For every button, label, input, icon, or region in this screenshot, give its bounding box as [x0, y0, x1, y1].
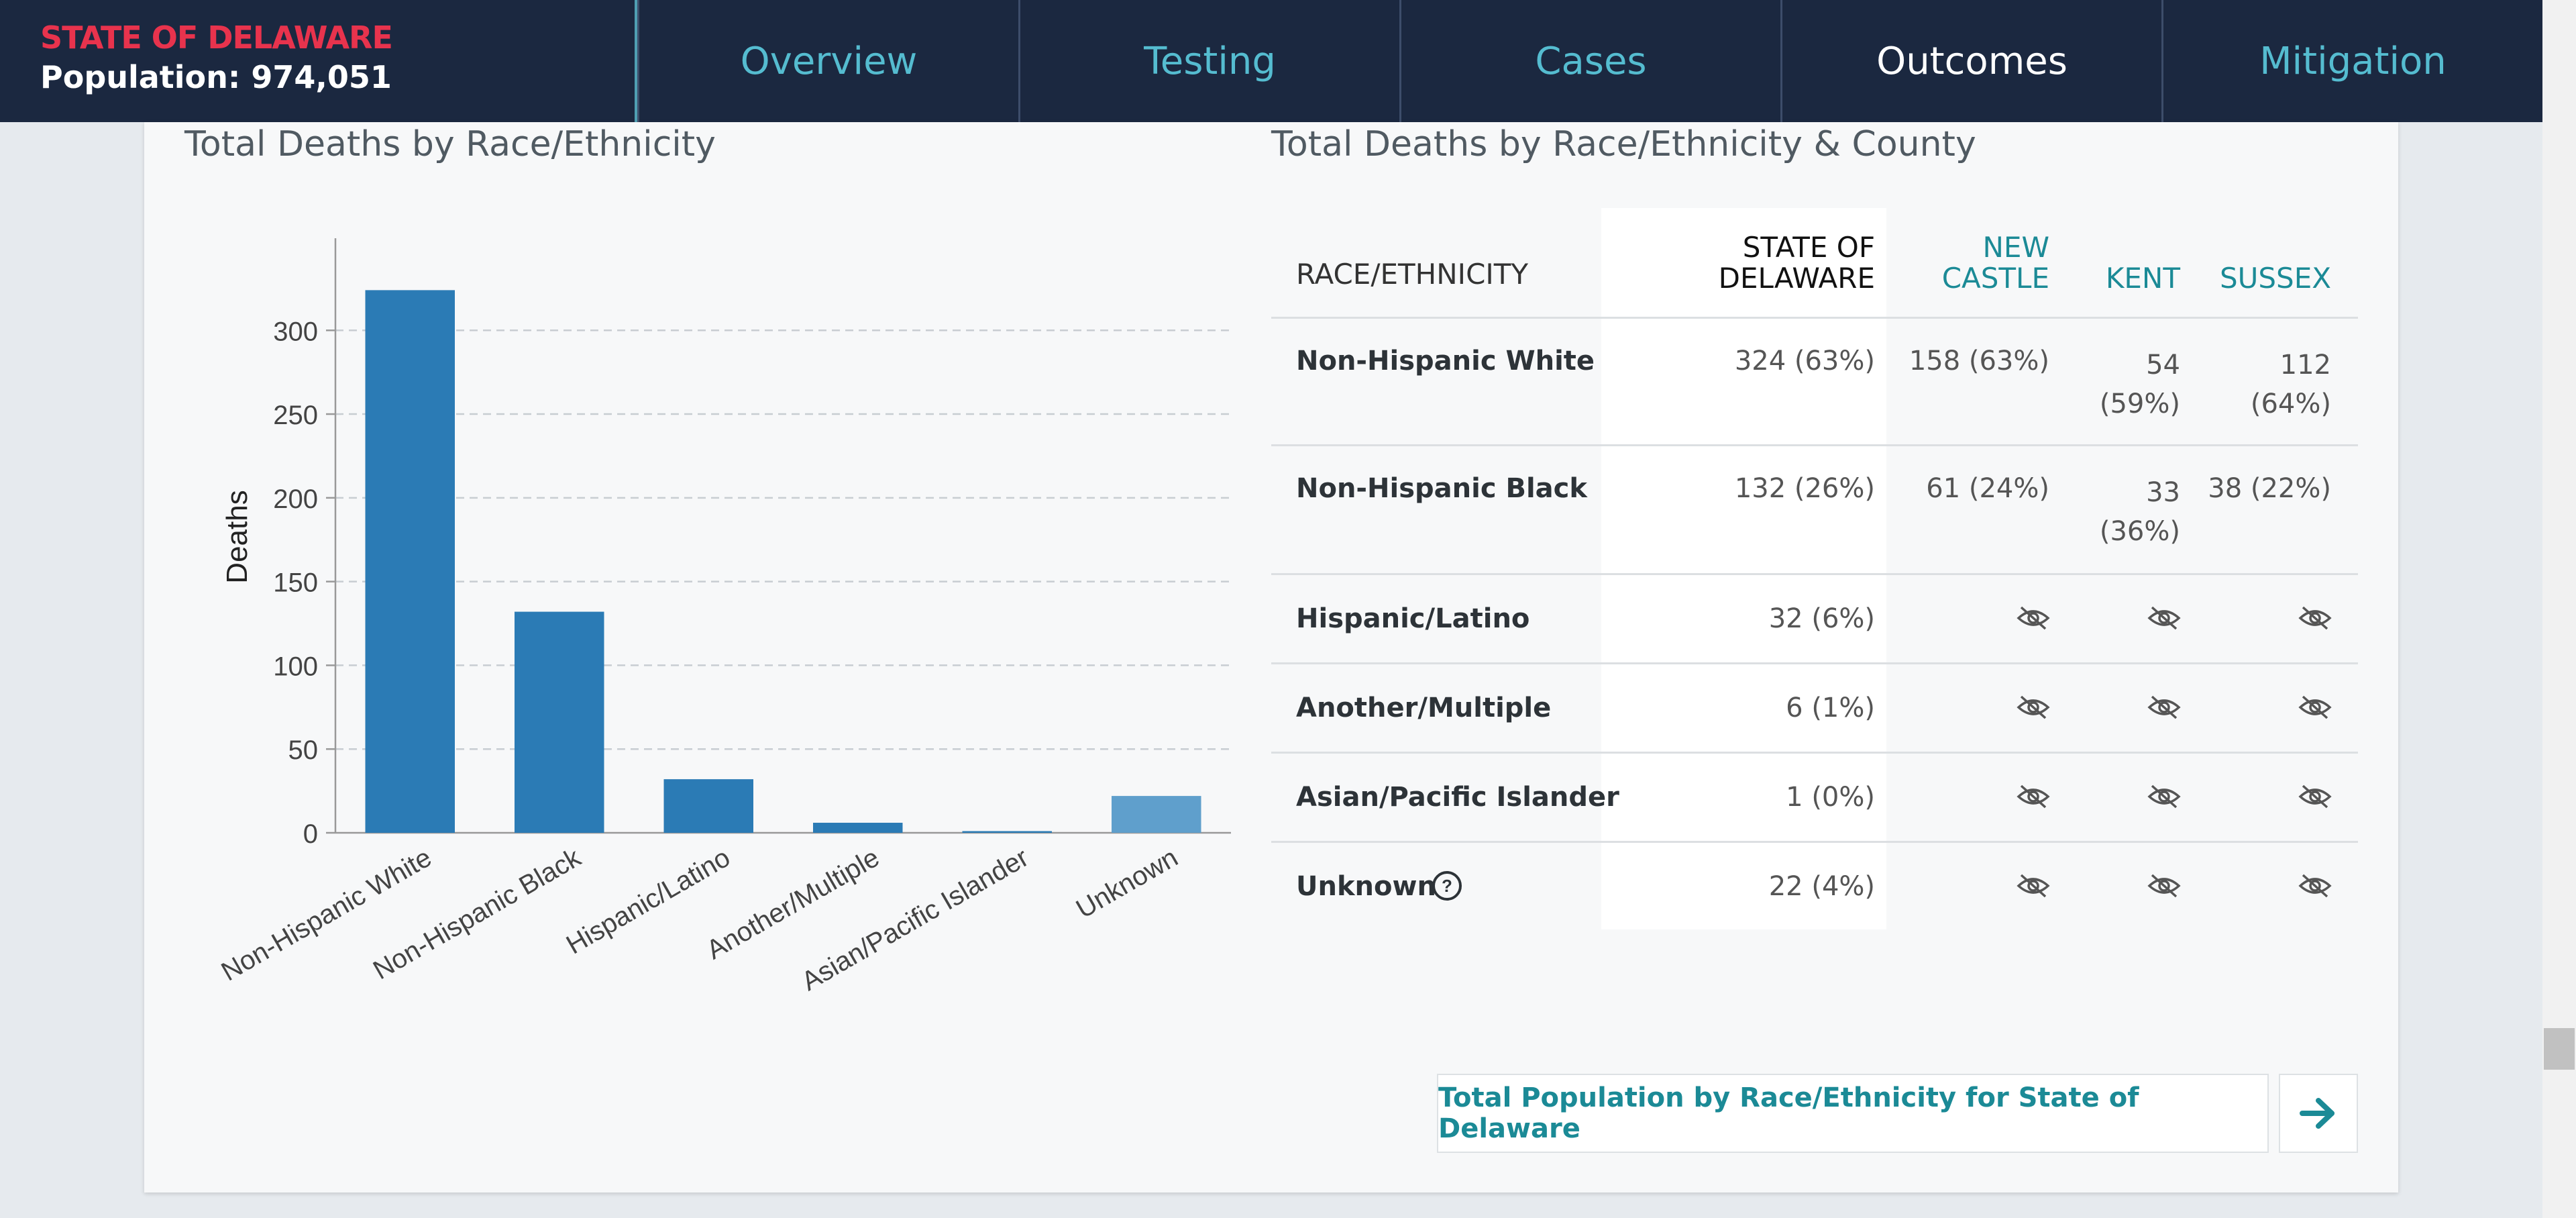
header-race: RACE/ETHNICITY [1296, 258, 1529, 291]
y-tick-label: 100 [273, 652, 318, 681]
y-tick-label: 200 [273, 485, 318, 514]
eye-slash-icon [2298, 606, 2332, 630]
y-tick-label: 0 [303, 819, 318, 849]
y-tick-label: 150 [273, 568, 318, 598]
bar [663, 779, 753, 833]
table-row: Asian/Pacific Islander 1 (0%) [1271, 754, 2358, 843]
tab-cases[interactable]: Cases [1399, 0, 1780, 122]
table-row: Hispanic/Latino 32 (6%) [1271, 575, 2358, 664]
row-nc-value: 61 (24%) [1926, 473, 2049, 504]
y-tick-label: 50 [288, 735, 319, 765]
scrollbar-thumb[interactable] [2544, 1028, 2575, 1070]
eye-slash-icon [2298, 784, 2332, 809]
table-header: RACE/ETHNICITY STATE OF DELAWARE NEW CAS… [1271, 208, 2358, 319]
kent-count: 33 [2146, 477, 2180, 508]
row-race: Hispanic/Latino [1296, 603, 1530, 634]
kent-pct: (36%) [2099, 516, 2180, 547]
eye-slash-icon [2298, 695, 2332, 719]
row-race: Non-Hispanic White [1296, 346, 1595, 376]
tab-overview[interactable]: Overview [637, 0, 1018, 122]
eye-slash-icon [2017, 784, 2050, 809]
row-race: Another/Multiple [1296, 693, 1552, 723]
eye-slash-icon [2017, 874, 2050, 898]
brand-block: STATE OF DELAWARE Population: 974,051 [0, 0, 637, 122]
scrollbar[interactable] [2542, 0, 2576, 1218]
state-column-highlight [1601, 208, 1886, 929]
bar [1112, 796, 1201, 833]
row-sussex-value: 112 (64%) [2204, 346, 2331, 423]
chart-title: Total Deaths by Race/Ethnicity [184, 124, 716, 164]
row-state-value: 324 (63%) [1734, 346, 1875, 376]
y-tick-label: 300 [273, 317, 318, 346]
eye-slash-icon [2017, 606, 2050, 630]
row-state-value: 1 (0%) [1786, 782, 1875, 813]
eye-slash-icon [2147, 784, 2181, 809]
sussex-pct: (64%) [2250, 389, 2331, 419]
svg-text:?: ? [1442, 876, 1452, 896]
row-kent-value: 54 (59%) [2076, 346, 2180, 423]
population-link-arrow-button[interactable] [2279, 1074, 2358, 1153]
row-state-value: 22 (4%) [1768, 871, 1875, 902]
bar [962, 831, 1052, 833]
top-nav: STATE OF DELAWARE Population: 974,051 Ov… [0, 0, 2542, 122]
table-row: Non-Hispanic White 324 (63%) 158 (63%) 5… [1271, 319, 2358, 446]
header-kent: KENT [2105, 262, 2180, 295]
eye-slash-icon [2017, 695, 2050, 719]
eye-slash-icon [2147, 606, 2181, 630]
table-title: Total Deaths by Race/Ethnicity & County [1271, 124, 1976, 164]
x-tick-label: Unknown [1071, 843, 1183, 924]
table-row: Non-Hispanic Black 132 (26%) 61 (24%) 33… [1271, 446, 2358, 575]
population-link-button[interactable]: Total Population by Race/Ethnicity for S… [1437, 1074, 2269, 1153]
population-text: Population: 974,051 [40, 59, 392, 95]
row-kent-value: 33 (36%) [2076, 473, 2180, 551]
question-circle-icon[interactable]: ? [1431, 870, 1463, 902]
bar [813, 823, 903, 833]
eye-slash-icon [2147, 874, 2181, 898]
y-axis-label: Deaths [221, 490, 254, 583]
row-sussex-value: 38 (22%) [2208, 473, 2331, 504]
header-sussex: SUSSEX [2219, 262, 2331, 295]
header-state-line1: STATE OF [1742, 231, 1875, 264]
row-state-value: 6 (1%) [1786, 693, 1875, 723]
header-nc-line2: CASTLE [1941, 262, 2049, 295]
header-state-line2: DELAWARE [1718, 262, 1875, 295]
eye-slash-icon [2298, 874, 2332, 898]
table-row: Another/Multiple 6 (1%) [1271, 664, 2358, 754]
row-race: Asian/Pacific Islander [1296, 782, 1619, 813]
state-name: STATE OF DELAWARE [40, 19, 393, 56]
table-row: Unknown ? 22 (4%) [1271, 843, 2358, 929]
bar [515, 611, 604, 833]
tab-mitigation[interactable]: Mitigation [2161, 0, 2542, 122]
bar [365, 290, 455, 833]
header-new-castle: NEW CASTLE [1935, 232, 2049, 294]
row-state-value: 32 (6%) [1768, 603, 1875, 634]
row-nc-value: 158 (63%) [1909, 346, 2049, 376]
eye-slash-icon [2147, 695, 2181, 719]
tab-outcomes[interactable]: Outcomes [1780, 0, 2161, 122]
row-race: Non-Hispanic Black [1296, 473, 1587, 504]
kent-count: 54 [2146, 350, 2180, 380]
tab-testing[interactable]: Testing [1018, 0, 1399, 122]
header-state: STATE OF DELAWARE [1620, 232, 1875, 294]
y-tick-label: 250 [273, 401, 318, 430]
row-race: Unknown [1296, 871, 1436, 902]
arrow-right-icon [2300, 1098, 2334, 1129]
header-nc-line1: NEW [1982, 231, 2049, 264]
kent-pct: (59%) [2099, 389, 2180, 419]
row-state-value: 132 (26%) [1734, 473, 1875, 504]
sussex-count: 112 [2279, 350, 2331, 380]
